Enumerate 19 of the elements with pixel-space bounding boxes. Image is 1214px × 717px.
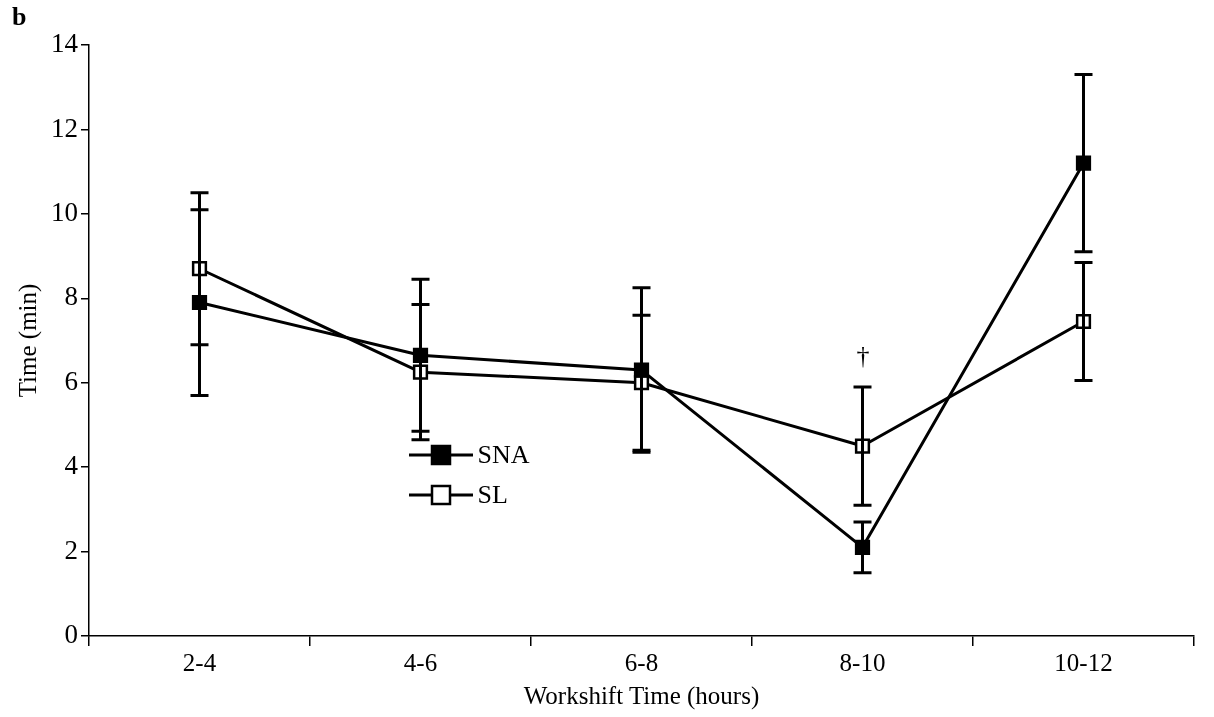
- y-tick-label: 6: [64, 365, 78, 396]
- x-tick-label: 6-8: [624, 648, 659, 676]
- x-tick-label: 2-4: [182, 648, 217, 676]
- y-tick-label: 12: [51, 112, 78, 143]
- legend-label: SL: [477, 480, 508, 511]
- x-axis-title: Workshift Time (hours): [523, 681, 760, 710]
- x-tick-label: 4-6: [403, 648, 438, 676]
- y-tick-label: 2: [64, 534, 78, 565]
- y-tick-label: 4: [64, 450, 79, 481]
- annotation: †: [856, 340, 870, 371]
- x-tick-label: 8-10: [839, 648, 886, 676]
- text: b: [12, 2, 27, 32]
- x-tick-label: 10-12: [1054, 648, 1113, 676]
- y-axis-title: Time (min): [13, 283, 42, 398]
- y-tick-label: 10: [51, 196, 78, 227]
- legend-label: SNA: [477, 440, 530, 471]
- y-tick-label: 8: [64, 281, 78, 312]
- y-tick-label: 0: [64, 619, 78, 650]
- y-tick-label: 14: [51, 28, 79, 59]
